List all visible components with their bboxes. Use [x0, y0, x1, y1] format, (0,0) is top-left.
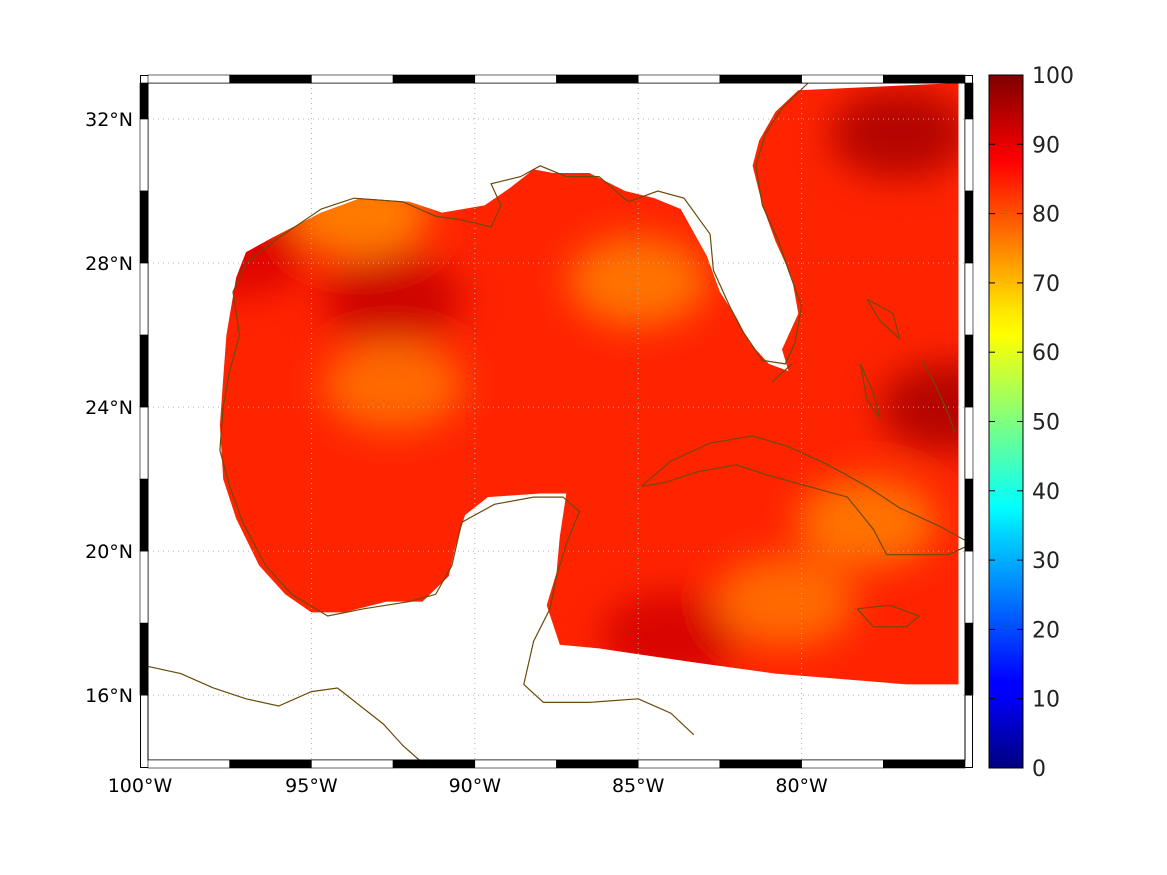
frame-segment — [964, 118, 974, 192]
frame-segment — [474, 74, 557, 84]
colorbar-tick-label: 30 — [1032, 549, 1060, 574]
field-spot — [715, 556, 856, 647]
latitude-tick-label: 28°N — [85, 253, 133, 275]
latitude-tick-labels: 32°N 28°N 24°N 20°N 16°N — [85, 109, 133, 707]
frame-segment — [139, 118, 149, 192]
latitude-tick-label: 32°N — [85, 109, 133, 131]
frame-segment — [147, 74, 230, 84]
latitude-tick-label: 24°N — [85, 397, 133, 419]
coastline — [856, 604, 921, 628]
frame-segment — [964, 550, 974, 624]
colorbar-tick-label: 80 — [1032, 203, 1060, 228]
colorbar-tick-label: 40 — [1032, 480, 1060, 505]
frame-segment — [637, 759, 721, 769]
latitude-tick-label: 16°N — [85, 685, 133, 707]
frame-segment — [964, 82, 974, 120]
frame-segment — [719, 759, 802, 769]
map-plot-area — [139, 74, 974, 769]
frame-segment — [964, 406, 974, 480]
frame-segment — [801, 759, 884, 769]
frame-segment — [229, 74, 312, 84]
longitude-tick-label: 85°W — [612, 775, 665, 797]
longitude-tick-label: 80°W — [775, 775, 828, 797]
checkered-frame — [139, 74, 974, 769]
coastlines — [147, 82, 973, 761]
frame-segment — [139, 550, 149, 624]
colorbar-tick-label: 100 — [1032, 64, 1074, 89]
frame-segment — [139, 190, 149, 264]
frame-segment — [311, 759, 394, 769]
frame-segment — [964, 622, 974, 696]
frame-segment — [637, 74, 721, 84]
frame-segment — [882, 74, 966, 84]
coastline — [859, 363, 881, 419]
frame-segment — [139, 262, 149, 336]
frame-segment — [474, 759, 557, 769]
frame-segment — [139, 478, 149, 552]
frame-segment — [556, 759, 639, 769]
frame-segment — [964, 190, 974, 264]
longitude-tick-label: 95°W — [285, 775, 338, 797]
coastline — [641, 435, 973, 556]
colorbar-tick-label: 50 — [1032, 411, 1060, 436]
frame-segment — [139, 406, 149, 480]
colorbar-tick-label: 20 — [1032, 618, 1060, 643]
colorbar-tick-label: 0 — [1032, 757, 1046, 782]
frame-segment — [311, 74, 394, 84]
frame-segment — [719, 74, 802, 84]
frame-segment — [801, 74, 884, 84]
frame-segment — [964, 262, 974, 336]
colorbar-tick-label: 90 — [1032, 133, 1060, 158]
frame-segment — [139, 82, 149, 120]
field-spot — [323, 340, 464, 431]
colorbar-tick-label: 10 — [1032, 688, 1060, 713]
frame-segment — [139, 622, 149, 696]
frame-segment — [392, 74, 476, 84]
longitude-tick-labels: 100°W 95°W 90°W 85°W 80°W — [108, 775, 828, 797]
field-spot — [829, 88, 959, 179]
frame-segment — [964, 478, 974, 552]
field-spot — [323, 254, 464, 345]
field-spot — [568, 236, 709, 327]
frame-segment — [964, 334, 974, 408]
colorbar-tick-label: 70 — [1032, 272, 1060, 297]
frame-segment — [229, 759, 312, 769]
frame-segment — [147, 759, 230, 769]
frame-segment — [556, 74, 639, 84]
frame-segment — [392, 759, 476, 769]
coastline — [866, 298, 901, 341]
longitude-tick-label: 100°W — [108, 775, 173, 797]
frame-segment — [882, 759, 966, 769]
colorbar-tick-label: 60 — [1032, 341, 1060, 366]
graticule — [148, 83, 965, 760]
coastline — [232, 82, 809, 365]
coastline — [219, 334, 695, 736]
coastline — [921, 360, 956, 433]
coastline — [147, 665, 420, 761]
frame-segment — [139, 334, 149, 408]
latitude-tick-label: 20°N — [85, 541, 133, 563]
coastline — [771, 363, 793, 383]
longitude-tick-label: 90°W — [449, 775, 502, 797]
